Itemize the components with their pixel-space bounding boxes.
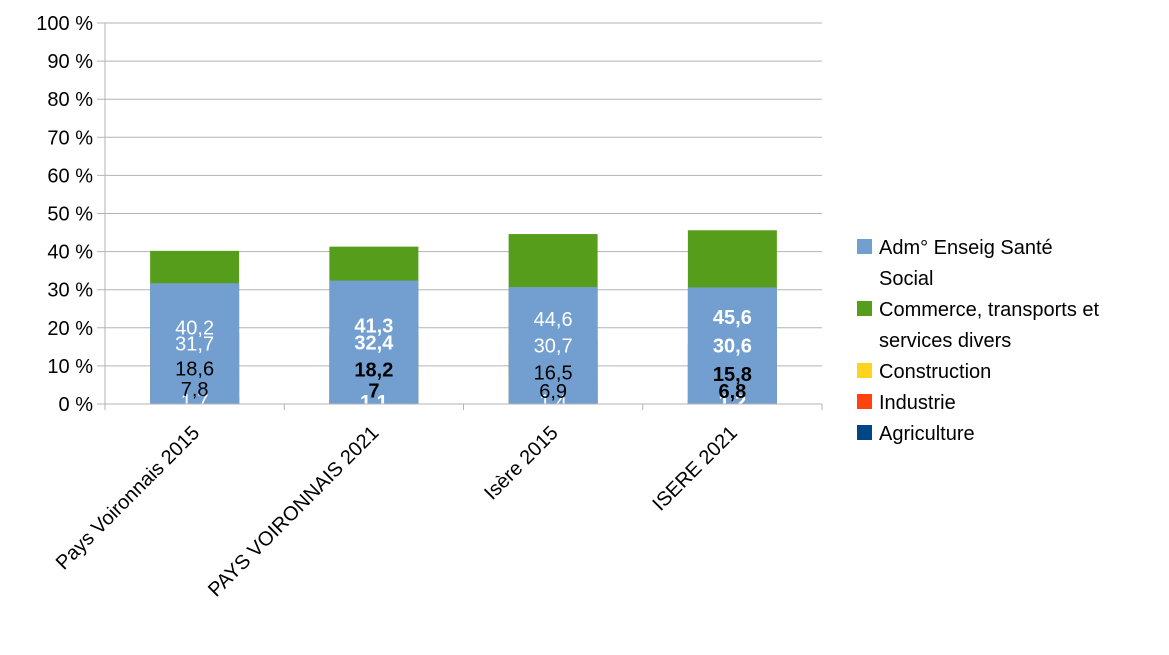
y-tick-label: 30 % — [47, 280, 93, 302]
data-labels: 1,7 18,67,8 40,231,7 1,1 18,27 41,332,4 1,4 16,… — [175, 307, 752, 414]
legend-swatch — [857, 301, 872, 316]
data-label: 1,2 — [718, 392, 746, 414]
data-label: 6,9 — [539, 381, 567, 403]
y-tick-label: 60 % — [47, 165, 93, 187]
data-label: 18,2 — [354, 359, 393, 381]
data-label: 16,5 — [534, 363, 573, 385]
data-label: 18,6 — [175, 359, 214, 381]
data-label: 45,6 — [713, 307, 752, 329]
y-tick-label: 20 % — [47, 318, 93, 340]
bar-segment — [329, 280, 419, 404]
legend-swatch — [857, 425, 872, 440]
y-tick-label: 50 % — [47, 204, 93, 226]
data-label: 6,8 — [718, 381, 746, 403]
data-label: 30,7 — [534, 336, 573, 358]
legend-label: Construction — [879, 361, 991, 383]
x-tick-label: PAYS VOIRONNAIS 2021 — [204, 422, 383, 601]
data-label: 1,4 — [539, 391, 567, 413]
legend-label: Commerce, transports et — [879, 299, 1100, 321]
y-tick-label: 10 % — [47, 356, 93, 378]
x-tick-label: ISERE 2021 — [649, 422, 742, 515]
data-label: 31,7 — [175, 334, 214, 356]
axes — [104, 23, 823, 410]
y-axis-ticks: 0 % 10 % 20 % 30 % 40 % 50 % 60 % 70 % 80 % 90 % 1… — [36, 13, 93, 416]
y-tick-label: 90 % — [47, 51, 93, 73]
legend-label: Social — [879, 268, 933, 290]
y-tick-label: 80 % — [47, 89, 93, 111]
legend: Adm° Enseig Santé Social Commerce, transpo… — [857, 237, 1100, 445]
legend-label: Adm° Enseig Santé — [879, 237, 1053, 259]
x-tick-label: Pays Voironnais 2015 — [52, 422, 204, 574]
bar-segment — [508, 287, 598, 404]
bar-segment — [687, 287, 777, 404]
y-tick-label: 40 % — [47, 242, 93, 264]
legend-label: Agriculture — [879, 423, 975, 445]
legend-label: Industrie — [879, 392, 956, 414]
data-label: 15,8 — [713, 364, 752, 386]
bar-segment — [150, 283, 240, 404]
data-label: 1,7 — [181, 391, 209, 413]
data-label: 30,6 — [713, 336, 752, 358]
x-tick-label: Isère 2015 — [480, 422, 562, 504]
y-tick-label: 70 % — [47, 127, 93, 149]
data-label: 44,6 — [534, 309, 573, 331]
data-label: 40,2 — [175, 317, 214, 339]
data-label: 1,1 — [360, 392, 388, 414]
legend-swatch — [857, 363, 872, 378]
legend-swatch — [857, 239, 872, 254]
data-label: 7,8 — [181, 379, 209, 401]
x-axis-ticks: Pays Voironnais 2015 PAYS VOIRONNAIS 2021… — [52, 422, 742, 601]
y-tick-label: 100 % — [36, 13, 93, 35]
data-label: 41,3 — [354, 315, 393, 337]
data-label: 32,4 — [354, 332, 394, 354]
legend-swatch — [857, 394, 872, 409]
data-label: 7 — [368, 381, 379, 403]
bars — [150, 230, 777, 404]
y-tick-label: 0 % — [59, 394, 94, 416]
legend-label: services divers — [879, 330, 1011, 352]
